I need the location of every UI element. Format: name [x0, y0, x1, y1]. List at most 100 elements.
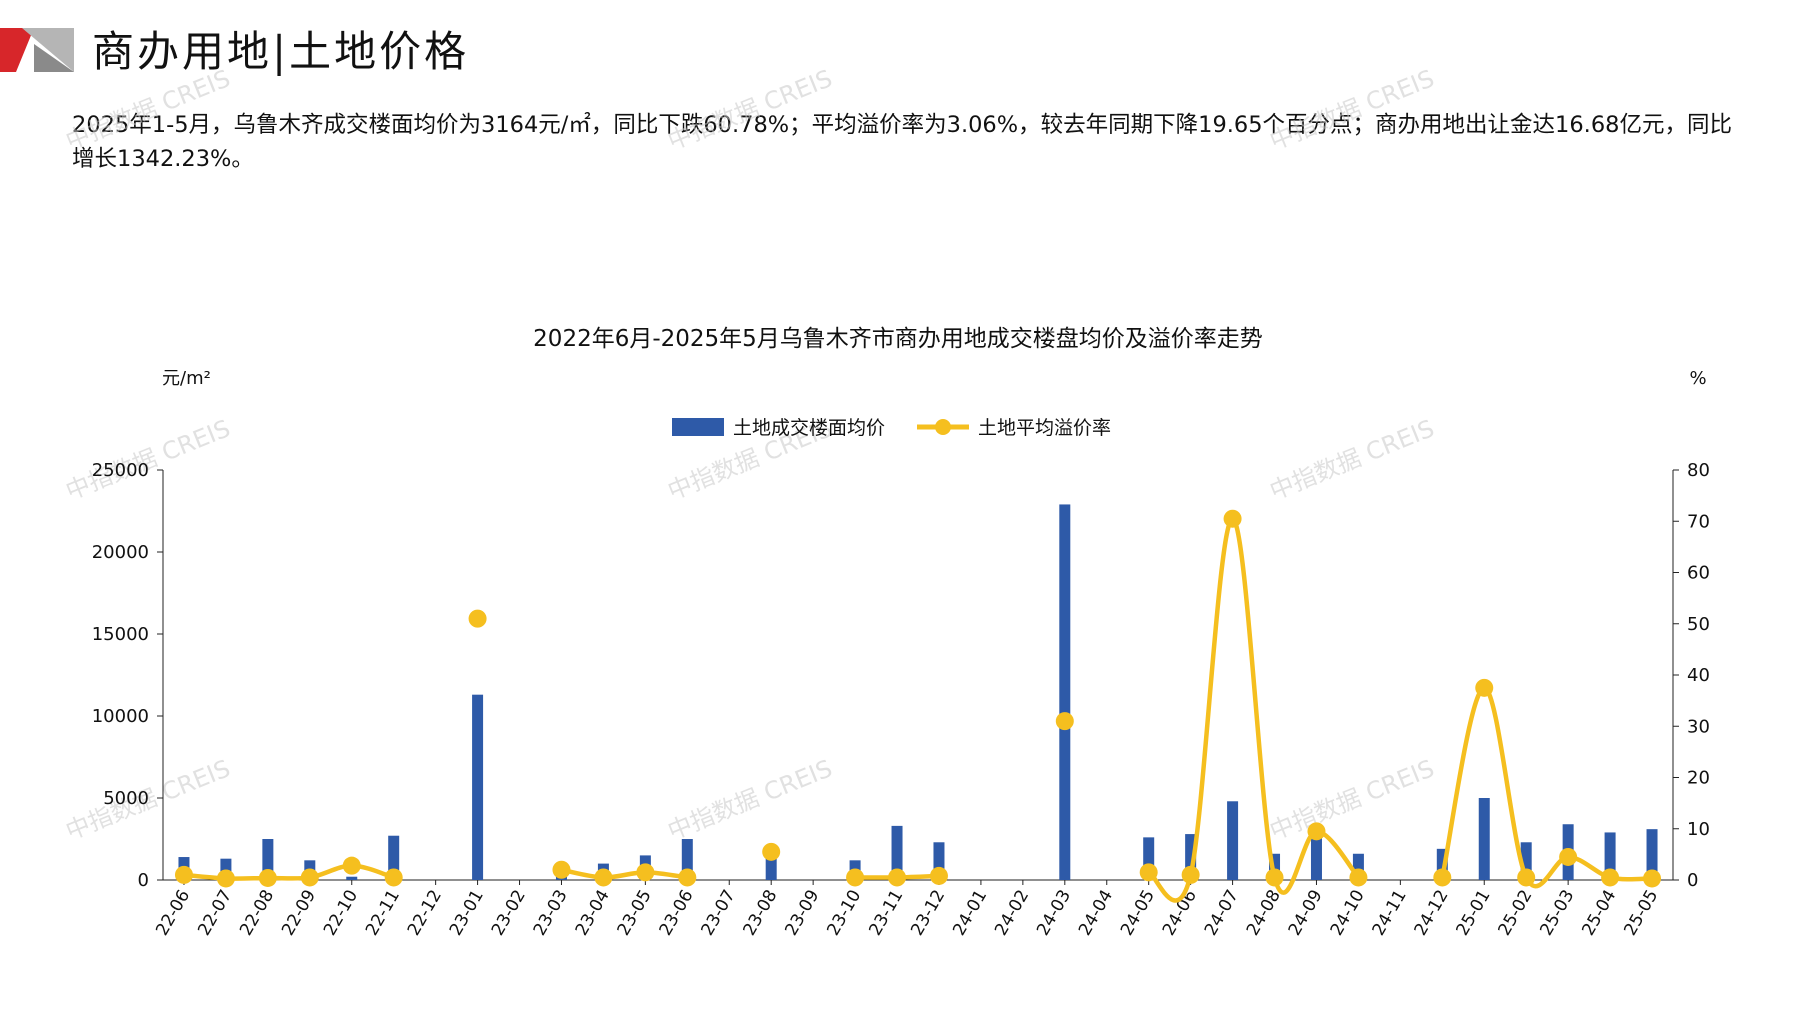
x-tick-label: 24-01 [949, 887, 991, 940]
watermark: 中指数据 CREIS [1266, 754, 1438, 845]
x-tick-label: 23-04 [572, 887, 614, 940]
x-tick-label: 25-04 [1578, 887, 1620, 940]
bar [388, 835, 400, 880]
x-tick-label: 24-11 [1369, 887, 1411, 940]
line-point [342, 856, 361, 875]
legend-line-marker [935, 419, 951, 435]
legend-bar-label: 土地成交楼面均价 [733, 417, 885, 439]
x-tick-label: 25-02 [1495, 887, 1537, 940]
line-point [888, 868, 907, 887]
left-tick-label: 0 [138, 870, 149, 891]
line-point [1223, 509, 1242, 528]
bar [1352, 853, 1364, 880]
line-point [1181, 865, 1200, 884]
bar [1478, 798, 1490, 880]
x-tick-label: 24-03 [1033, 887, 1075, 940]
x-tick-label: 23-09 [781, 887, 823, 940]
x-tick-label: 23-12 [907, 887, 949, 940]
line-point [216, 869, 235, 888]
bar [346, 876, 358, 880]
x-tick-label: 23-03 [530, 887, 572, 940]
x-tick-label: 22-12 [404, 887, 446, 940]
bar [1310, 825, 1322, 880]
x-tick-label: 23-06 [656, 887, 698, 940]
chart-legend: 土地成交楼面均价 土地平均溢价率 [672, 417, 1111, 439]
line-point [552, 860, 571, 879]
bar [933, 842, 945, 880]
bar [1227, 801, 1239, 880]
line-point [1349, 868, 1368, 887]
x-tick-label: 24-09 [1285, 887, 1327, 940]
legend-bar-swatch [672, 418, 724, 436]
bar [1604, 832, 1616, 880]
left-tick-label: 5000 [103, 788, 149, 809]
x-tick-label: 24-12 [1411, 887, 1453, 940]
bar [765, 855, 777, 880]
line-point [1055, 712, 1074, 731]
legend-line-label: 土地平均溢价率 [978, 417, 1111, 439]
line-point [1643, 869, 1662, 888]
line-point [594, 868, 613, 887]
line-point [1433, 868, 1452, 887]
x-tick-label: 24-05 [1117, 887, 1159, 940]
bar [1185, 834, 1197, 880]
x-tick-label: 24-02 [991, 887, 1033, 940]
right-tick-label: 40 [1687, 665, 1710, 686]
line-path [561, 867, 688, 880]
left-tick-label: 15000 [92, 624, 149, 645]
watermark: 中指数据 CREIS [1266, 414, 1438, 505]
bar [472, 694, 484, 880]
bar-series [178, 504, 1658, 880]
x-tick-label: 22-06 [152, 887, 194, 940]
bar [262, 839, 274, 880]
x-tick-label: 23-07 [698, 887, 740, 940]
line-series [174, 509, 1662, 903]
x-tick-label: 23-01 [446, 887, 488, 940]
right-tick-label: 10 [1687, 819, 1710, 840]
bar [1059, 504, 1071, 880]
line-point [1559, 847, 1578, 866]
watermark: 中指数据 CREIS [62, 64, 234, 155]
right-tick-label: 50 [1687, 614, 1710, 635]
left-tick-label: 10000 [92, 706, 149, 727]
line-point [300, 868, 319, 887]
right-tick-label: 60 [1687, 563, 1710, 584]
x-tick-label: 24-10 [1327, 887, 1369, 940]
line-path [1440, 685, 1653, 889]
summary-paragraph: 2025年1-5月，乌鲁木齐成交楼面均价为3164元/㎡，同比下跌60.78%；… [72, 112, 1732, 172]
right-tick-label: 70 [1687, 511, 1710, 532]
bar [1520, 842, 1532, 880]
right-tick-label: 80 [1687, 460, 1710, 481]
line-point [1307, 822, 1326, 841]
line-point [762, 842, 781, 861]
line-point [468, 609, 487, 628]
x-tick-label: 22-07 [194, 887, 236, 940]
left-axis-unit: 元/m² [162, 368, 211, 389]
watermark: 中指数据 CREIS [664, 64, 836, 155]
x-tick-label: 25-03 [1536, 887, 1578, 940]
x-tick-label: 22-09 [278, 887, 320, 940]
x-tick-label: 22-08 [236, 887, 278, 940]
line-point [929, 866, 948, 885]
right-tick-label: 0 [1687, 870, 1698, 891]
line-point [1601, 868, 1620, 887]
x-tick-label: 23-10 [823, 887, 865, 940]
line-point [258, 868, 277, 887]
bar [220, 858, 232, 880]
line-point [636, 863, 655, 882]
line-point [174, 865, 193, 884]
x-tick-label: 23-08 [740, 887, 782, 940]
x-tick-label: 22-10 [320, 887, 362, 940]
x-tick-label: 23-05 [614, 887, 656, 940]
x-tick-label: 22-11 [362, 887, 404, 940]
line-point [1139, 863, 1158, 882]
left-tick-label: 20000 [92, 542, 149, 563]
chart-title: 2022年6月-2025年5月乌鲁木齐市商办用地成交楼盘均价及溢价率走势 [533, 326, 1263, 352]
bar [1646, 829, 1658, 880]
bar [1143, 837, 1155, 880]
bar [891, 825, 903, 880]
line-point [1265, 868, 1284, 887]
left-tick-label: 25000 [92, 460, 149, 481]
x-tick-label: 25-01 [1453, 887, 1495, 940]
